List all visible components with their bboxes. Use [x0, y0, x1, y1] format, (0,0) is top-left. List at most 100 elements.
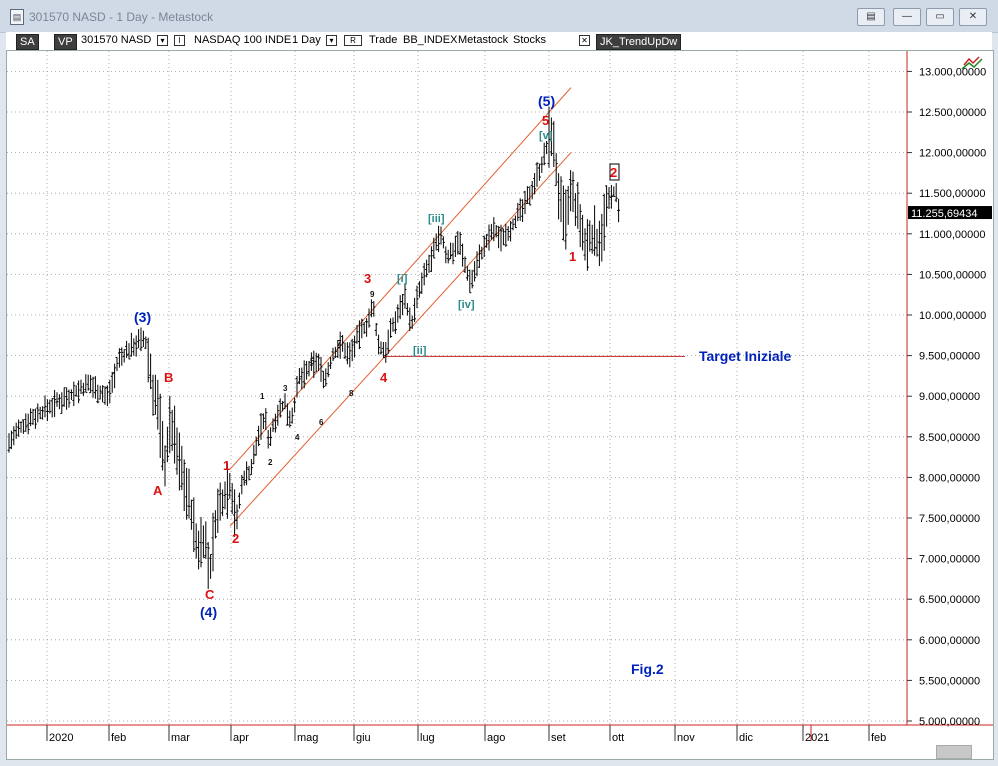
price-chart[interactable]: 5.000,00000 5.500,00000 6.000,00000 6.500,0…: [6, 50, 994, 760]
wave-label-black: 8: [349, 389, 354, 398]
ohlc-bar: [477, 244, 481, 268]
index-label: BB_INDEX: [403, 34, 458, 46]
ohlc-bar: [72, 381, 76, 407]
ohlc-bar: [547, 106, 551, 168]
ohlc-bar: [67, 389, 71, 408]
close-button[interactable]: ✕: [959, 8, 987, 26]
ohlc-bar: [559, 176, 563, 223]
trade-label[interactable]: Trade: [369, 34, 398, 46]
ohlc-bar: [17, 419, 21, 437]
ohlc-bar: [341, 334, 345, 352]
ohlc-bar: [377, 334, 381, 355]
ohlc-bar: [516, 202, 520, 222]
wave-label-teal: [iii]: [428, 213, 445, 225]
ohlc-bar: [206, 542, 210, 589]
restore-layout-button[interactable]: ▤: [857, 8, 885, 26]
ohlc-bar: [29, 408, 33, 427]
ohlc-bar: [360, 318, 364, 339]
channel-line[interactable]: [229, 152, 572, 527]
x-tick-label: mag: [297, 732, 318, 744]
ohlc-bar: [480, 246, 484, 260]
symbol-label: 301570 NASD: [81, 34, 152, 46]
vp-button[interactable]: VP: [54, 34, 77, 50]
ohlc-bar: [146, 337, 150, 383]
wave-label-black: 1: [260, 392, 265, 401]
ohlc-bar: [425, 259, 429, 278]
ohlc-bar: [271, 418, 275, 432]
ohlc-bar: [386, 329, 390, 355]
ohlc-bar: [324, 368, 328, 387]
ohlc-bar: [79, 379, 83, 395]
security-info-icon[interactable]: I: [174, 35, 185, 46]
ohlc-bar: [446, 249, 450, 264]
ohlc-bar: [7, 433, 11, 453]
ohlc-bar: [482, 235, 486, 258]
ohlc-bar: [566, 185, 570, 225]
ohlc-bar: [81, 382, 85, 396]
ohlc-bar: [449, 242, 453, 260]
ohlc-bar: [62, 387, 66, 407]
ohlc-bar: [288, 410, 292, 428]
ohlc-bar: [187, 468, 191, 519]
wave-label-red: 3: [364, 271, 371, 286]
ohlc-bar: [120, 347, 124, 366]
ohlc-bar: [549, 117, 553, 156]
ohlc-bar: [518, 198, 522, 221]
close-expert-icon[interactable]: ✕: [579, 35, 590, 46]
ohlc-bar: [137, 329, 141, 349]
ohlc-bar: [413, 297, 417, 323]
ohlc-bar: [398, 295, 402, 320]
ohlc-bar: [501, 228, 505, 246]
horizontal-scrollbar-thumb[interactable]: [936, 745, 972, 759]
expert-advisor-label[interactable]: JK_TrendUpDw: [596, 34, 682, 50]
ohlc-bar: [393, 311, 397, 334]
y-axis: 5.000,00000 5.500,00000 6.000,00000 6.500,0…: [907, 66, 992, 728]
ohlc-bar: [113, 363, 117, 389]
ohlc-bar: [372, 301, 376, 317]
sa-dropdown[interactable]: SA: [16, 34, 39, 50]
ohlc-bar: [545, 140, 549, 155]
ohlc-bar: [415, 285, 419, 309]
wave-label-black: 7: [337, 339, 342, 348]
channel-line[interactable]: [229, 87, 572, 470]
ohlc-bar: [290, 407, 294, 424]
ohlc-bar: [173, 405, 177, 464]
ohlc-bar: [170, 409, 174, 451]
wave-labels: (3) (4) (5) A B C 1 2 3 4 5 1 2 [i] [ii] [iii] [iv] [v] 1 2…: [134, 93, 792, 677]
wave-label-black: 5: [310, 357, 315, 366]
wave-label-blue: (5): [538, 93, 555, 109]
ohlc-bar: [511, 218, 515, 231]
period-dropdown-icon[interactable]: ▾: [326, 35, 337, 46]
symbol-dropdown-icon[interactable]: ▾: [157, 35, 168, 46]
ohlc-bar: [89, 374, 93, 394]
ohlc-bar: [355, 324, 359, 344]
ohlc-bar: [283, 393, 287, 410]
trend-icon[interactable]: [961, 56, 983, 70]
wave-label-red: 1: [569, 249, 576, 264]
title-bar: ▤ 301570 NASD - 1 Day - Metastock ▤ — ▭ …: [0, 0, 998, 33]
ohlc-bar: [317, 353, 321, 372]
security-name: NASDAQ 100 INDE: [194, 34, 292, 46]
ohlc-bar: [115, 357, 119, 372]
ohlc-bar: [295, 376, 299, 398]
ohlc-bar: [403, 283, 407, 309]
ohlc-bar: [180, 445, 184, 491]
ohlc-bar: [485, 233, 489, 248]
ohlc-bar: [557, 173, 561, 220]
refresh-dropdown-icon[interactable]: R: [344, 35, 362, 46]
wave-label-black: 6: [319, 418, 324, 427]
ohlc-bar: [278, 398, 282, 418]
ohlc-bar: [506, 226, 510, 241]
minimize-button[interactable]: —: [893, 8, 921, 26]
ohlc-bar: [209, 553, 213, 579]
target-label: Target Iniziale: [699, 348, 792, 364]
x-tick-label: giu: [356, 732, 371, 744]
ohlc-bar: [439, 226, 443, 245]
ohlc-bar: [276, 404, 280, 426]
ohlc-bar: [473, 261, 477, 282]
ohlc-bar: [19, 421, 23, 433]
ohlc-bar: [74, 385, 78, 397]
maximize-button[interactable]: ▭: [926, 8, 954, 26]
ohlc-bar: [201, 525, 205, 558]
ohlc-bar: [230, 483, 234, 515]
